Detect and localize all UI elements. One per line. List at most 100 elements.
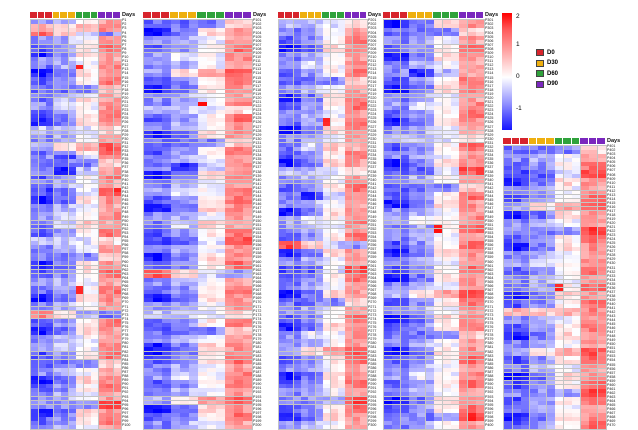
heatmap-cell [459,355,468,360]
heatmap-cell [352,191,360,196]
heatmap-cell [171,249,180,253]
heatmap-cell [450,339,459,344]
heatmap-cell [442,294,451,299]
heatmap-cell [434,277,443,282]
heatmap-cell [384,253,393,258]
heatmap-cell [216,318,225,323]
heatmap-cell [409,224,418,229]
heatmap-cell [234,110,243,114]
heatmap-cell [153,412,162,417]
heatmap-cell [392,286,401,290]
heatmap-cell [162,200,171,204]
heatmap-cell [83,97,91,102]
heatmap-cell [38,32,46,37]
heatmap-cell [68,363,76,368]
heatmap-cell [293,171,301,176]
heatmap-cell [301,388,309,393]
heatmap-cell [359,204,367,208]
heatmap-cell [323,339,331,344]
heatmap-cell [98,249,106,253]
heatmap-cell [153,195,162,200]
heatmap-cell [434,208,443,213]
heatmap-cell [83,114,91,118]
heatmap-cell [162,347,171,352]
heatmap-cell [459,290,468,294]
heatmap-cell [425,175,434,180]
heatmap-cell [337,314,345,319]
heatmap-cell [113,236,121,241]
heatmap-cell [225,183,234,188]
heatmap-cell [400,310,409,315]
heatmap-cell [345,122,353,127]
heatmap-cell [359,339,367,344]
heatmap-cell [61,331,69,335]
heatmap-cell [46,28,54,32]
heatmap-cell [207,224,216,229]
heatmap-cell [434,249,443,253]
annotation-cell-d90 [352,12,359,18]
heatmap-cell [198,142,207,147]
heatmap-cell [243,105,252,110]
row-label: P255 [368,239,377,244]
heatmap-cell [225,351,234,356]
heatmap-cell [46,351,54,356]
row-label: P49 [122,214,129,219]
heatmap-cell [308,118,316,123]
row-label: P295 [368,402,377,407]
heatmap-cell [315,69,323,73]
heatmap-cell [330,376,338,380]
heatmap-cell [234,273,243,278]
row-label: P203 [368,26,377,31]
heatmap-cell [53,77,61,82]
heatmap-cell [352,331,360,335]
heatmap-cell [409,175,418,180]
heatmap-cell [216,339,225,344]
row-label: P41 [122,181,129,186]
heatmap-cell [392,159,401,163]
heatmap-cell [38,191,46,196]
heatmap-cell [144,404,153,409]
heatmap-cell [198,171,207,176]
annotation-cell-d90 [458,12,467,18]
heatmap-cell [207,179,216,184]
heatmap-cell [279,347,287,352]
heatmap-cell [434,290,443,294]
heatmap-cell [293,97,301,102]
heatmap-cell [153,322,162,327]
heatmap-cell [76,73,84,77]
heatmap-cell [144,216,153,221]
annotation-cell-d60 [441,12,450,18]
heatmap-cell [207,417,216,421]
heatmap-cell [216,138,225,143]
heatmap-cell [234,69,243,73]
heatmap-cell [68,318,76,323]
heatmap-cell [98,142,106,147]
heatmap-cell [243,314,252,319]
row-label: P236 [368,161,377,166]
heatmap-cell [61,183,69,188]
heatmap-cell [400,56,409,61]
heatmap-cell [162,85,171,90]
heatmap-cell [153,155,162,159]
heatmap-cell [153,122,162,127]
heatmap-cell [384,146,393,151]
heatmap-cell [475,122,484,127]
heatmap-cell [76,241,84,245]
heatmap-cell [180,208,189,213]
heatmap-cell [450,343,459,348]
heatmap-cell [323,85,331,90]
heatmap-cell [243,376,252,380]
heatmap-cell [76,44,84,49]
heatmap-cell [38,228,46,233]
heatmap-cell [106,331,114,335]
heatmap-cell [301,232,309,237]
heatmap-cell [392,20,401,24]
heatmap-cell [459,20,468,24]
heatmap-cell [301,306,309,311]
heatmap-cell [76,105,84,110]
heatmap-cell [61,388,69,393]
heatmap-cell [46,261,54,266]
heatmap-cell [345,363,353,368]
heatmap-cell [144,28,153,32]
heatmap-cell [434,232,443,237]
